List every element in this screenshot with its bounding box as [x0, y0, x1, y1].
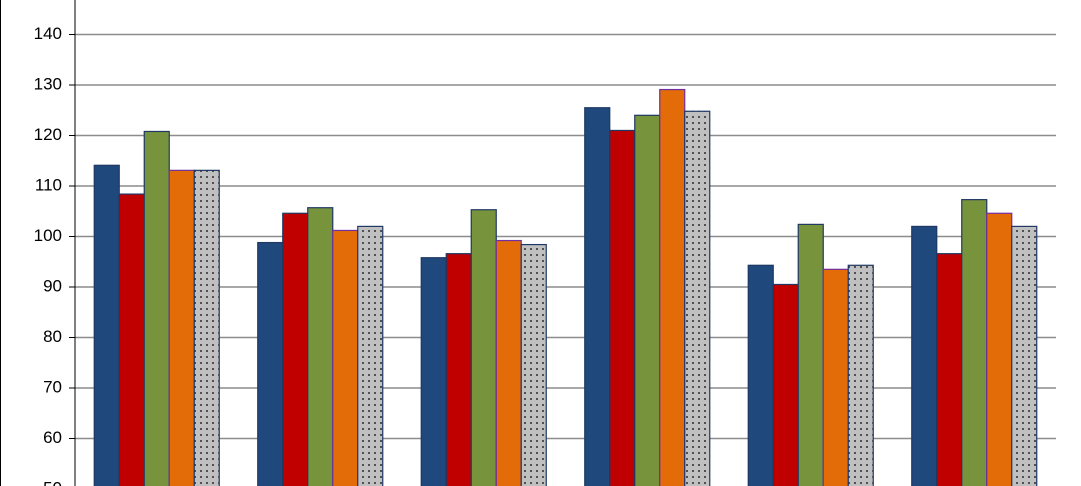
- bar: [470, 209, 497, 486]
- bar: [986, 212, 1013, 486]
- y-tick-label: 110: [35, 175, 62, 194]
- bar: [797, 223, 824, 486]
- y-tick-label: 100: [34, 226, 62, 245]
- bar: [495, 239, 522, 486]
- bar: [282, 212, 309, 486]
- bar: [357, 225, 384, 486]
- y-tick-label: 50: [43, 478, 62, 486]
- bar: [659, 88, 686, 486]
- bar: [684, 110, 711, 486]
- y-tick-label: 120: [34, 125, 62, 144]
- y-tick-label: 130: [34, 74, 62, 93]
- bar: [257, 241, 284, 486]
- bar: [193, 169, 220, 486]
- bar: [822, 268, 849, 486]
- bar: [747, 264, 774, 486]
- bar: [609, 129, 636, 486]
- y-tick-label: 90: [43, 276, 62, 295]
- bar: [520, 243, 547, 486]
- bar: [911, 225, 938, 486]
- bar: [307, 207, 334, 486]
- y-tick-label: 140: [34, 24, 62, 43]
- bar: [961, 199, 988, 486]
- y-tick-label: 60: [43, 428, 62, 447]
- bar: [445, 253, 472, 486]
- bar: [168, 169, 195, 486]
- y-tick-label: 80: [43, 327, 62, 346]
- bar: [772, 283, 799, 486]
- bar: [118, 193, 145, 486]
- y-tick-label: 70: [43, 377, 62, 396]
- bar: [332, 229, 359, 486]
- bar: [634, 114, 661, 486]
- bar: [143, 130, 170, 486]
- bar: [584, 107, 611, 486]
- bar: [93, 164, 120, 486]
- bar: [847, 264, 874, 486]
- bar: [420, 257, 447, 486]
- bar: [1011, 225, 1038, 486]
- bar: [936, 253, 963, 486]
